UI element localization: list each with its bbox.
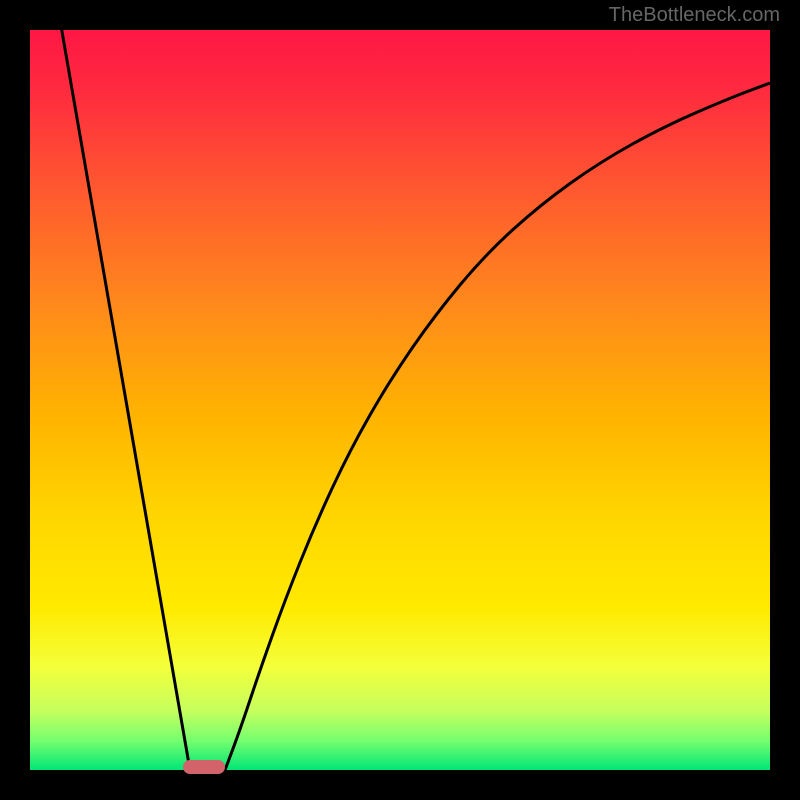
bottom-marker: [183, 760, 225, 774]
right-ascending-curve: [225, 83, 770, 770]
chart-container: TheBottleneck.com: [0, 0, 800, 800]
plot-area: [30, 30, 770, 770]
curve-layer: [30, 30, 770, 770]
watermark-text: TheBottleneck.com: [609, 4, 780, 27]
left-descending-line: [60, 30, 190, 770]
